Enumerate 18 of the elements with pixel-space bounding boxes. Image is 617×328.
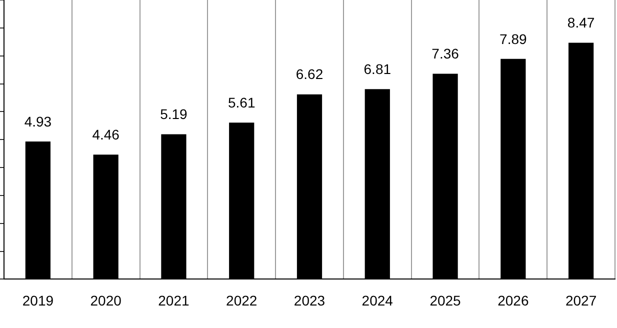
x-tick-label: 2021 [158,292,190,308]
data-label: 8.47 [567,14,595,31]
data-label: 4.46 [92,126,120,143]
x-tick-label: 2023 [294,292,326,308]
data-label: 4.93 [24,113,52,130]
data-label: 6.62 [296,66,324,82]
x-tick-label: 2020 [90,292,122,308]
x-tick-label: 2025 [430,292,462,308]
data-label: 7.89 [500,30,528,47]
data-label: 7.36 [432,46,460,62]
x-tick-label: 2027 [565,292,597,308]
data-label: 5.61 [228,94,256,110]
x-tick-label: 2019 [22,292,54,308]
x-tick-label: 2022 [226,292,258,308]
data-label: 6.81 [364,60,392,77]
x-tick-label: 2024 [362,292,394,308]
data-label: 5.19 [160,106,188,122]
x-tick-label: 2026 [498,292,529,308]
